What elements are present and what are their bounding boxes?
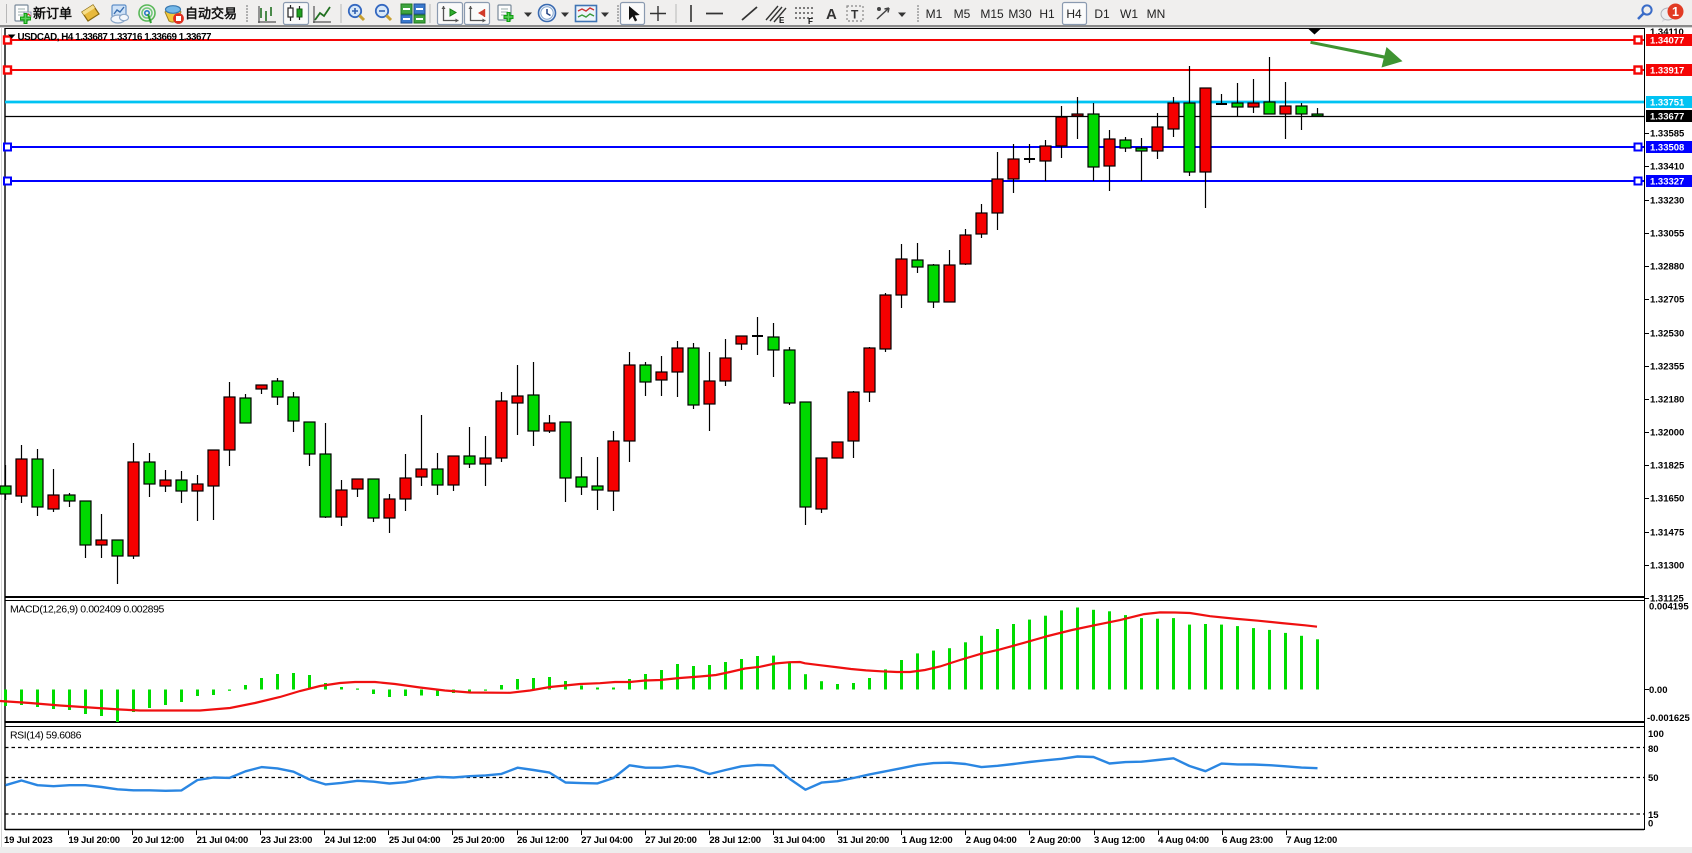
svg-text:25 Jul 20:00: 25 Jul 20:00 [453, 835, 504, 846]
svg-text:1.33585: 1.33585 [1650, 128, 1685, 139]
svg-text:27 Jul 20:00: 27 Jul 20:00 [645, 835, 696, 846]
svg-text:6 Aug 23:00: 6 Aug 23:00 [1222, 835, 1273, 846]
svg-text:USDCAD, H4 1.33687 1.33716 1.: USDCAD, H4 1.33687 1.33716 1.33669 1.336… [18, 32, 213, 43]
svg-text:2 Aug 20:00: 2 Aug 20:00 [1030, 835, 1081, 846]
svg-text:1.33410: 1.33410 [1650, 161, 1684, 172]
svg-text:20 Jul 12:00: 20 Jul 12:00 [133, 835, 184, 846]
svg-text:D1: D1 [1094, 7, 1110, 21]
svg-text:1.31125: 1.31125 [1650, 593, 1685, 604]
svg-text:1.32355: 1.32355 [1650, 361, 1685, 372]
svg-text:自动交易: 自动交易 [185, 6, 237, 21]
svg-text:1.33917: 1.33917 [1650, 65, 1684, 76]
svg-text:RSI(14) 59.6086: RSI(14) 59.6086 [10, 730, 82, 742]
svg-text:1: 1 [1672, 5, 1679, 19]
svg-text:80: 80 [1648, 744, 1659, 755]
svg-text:MN: MN [1147, 7, 1166, 21]
svg-text:27 Jul 04:00: 27 Jul 04:00 [581, 835, 632, 846]
svg-text:1.34110: 1.34110 [1650, 27, 1684, 38]
svg-text:19 Jul 2023: 19 Jul 2023 [4, 835, 53, 846]
svg-text:4 Aug 04:00: 4 Aug 04:00 [1158, 835, 1209, 846]
svg-text:1.33751: 1.33751 [1650, 97, 1685, 108]
svg-text:M15: M15 [980, 7, 1004, 21]
svg-text:1.33230: 1.33230 [1650, 195, 1684, 206]
svg-text:2 Aug 04:00: 2 Aug 04:00 [966, 835, 1017, 846]
svg-text:1.31825: 1.31825 [1650, 460, 1685, 471]
svg-text:1.32000: 1.32000 [1650, 427, 1684, 438]
svg-text:3 Aug 12:00: 3 Aug 12:00 [1094, 835, 1145, 846]
svg-text:28 Jul 12:00: 28 Jul 12:00 [709, 835, 760, 846]
svg-text:1.32705: 1.32705 [1650, 294, 1685, 305]
svg-text:H1: H1 [1039, 7, 1055, 21]
svg-text:M1: M1 [926, 7, 943, 21]
svg-text:24 Jul 12:00: 24 Jul 12:00 [325, 835, 376, 846]
svg-text:100: 100 [1648, 729, 1664, 740]
svg-text:1 Aug 12:00: 1 Aug 12:00 [902, 835, 953, 846]
svg-text:1.34077: 1.34077 [1650, 35, 1684, 46]
svg-text:1.31475: 1.31475 [1650, 527, 1685, 538]
svg-text:31 Jul 04:00: 31 Jul 04:00 [774, 835, 825, 846]
svg-text:新订单: 新订单 [33, 6, 72, 21]
svg-text:1.32530: 1.32530 [1650, 328, 1684, 339]
svg-text:1.33677: 1.33677 [1650, 111, 1684, 122]
svg-text:1.31650: 1.31650 [1650, 493, 1684, 504]
svg-text:A: A [826, 6, 837, 23]
svg-text:0: 0 [1648, 819, 1653, 830]
svg-text:1.33055: 1.33055 [1650, 228, 1685, 239]
svg-text:26 Jul 12:00: 26 Jul 12:00 [517, 835, 568, 846]
svg-text:50: 50 [1648, 773, 1659, 784]
svg-text:1.31300: 1.31300 [1650, 560, 1684, 571]
svg-text:25 Jul 04:00: 25 Jul 04:00 [389, 835, 440, 846]
svg-text:F: F [808, 17, 813, 26]
svg-text:7 Aug 12:00: 7 Aug 12:00 [1286, 835, 1337, 846]
svg-text:31 Jul 20:00: 31 Jul 20:00 [838, 835, 889, 846]
svg-text:W1: W1 [1120, 7, 1138, 21]
svg-text:E: E [779, 16, 785, 25]
svg-text:21 Jul 04:00: 21 Jul 04:00 [197, 835, 248, 846]
svg-text:1.32880: 1.32880 [1650, 261, 1684, 272]
svg-text:MACD(12,26,9) 0.002409 0.00289: MACD(12,26,9) 0.002409 0.002895 [10, 604, 165, 616]
svg-text:19 Jul 20:00: 19 Jul 20:00 [68, 835, 119, 846]
svg-text:1.33327: 1.33327 [1650, 176, 1684, 187]
svg-text:0.00: 0.00 [1649, 685, 1668, 696]
svg-text:T: T [851, 8, 859, 22]
svg-text:1.32180: 1.32180 [1650, 394, 1684, 405]
svg-text:23 Jul 23:00: 23 Jul 23:00 [261, 835, 312, 846]
svg-text:H4: H4 [1066, 7, 1082, 21]
svg-text:1.33508: 1.33508 [1650, 142, 1684, 153]
svg-text:0.004195: 0.004195 [1649, 602, 1689, 613]
svg-text:-0.001625: -0.001625 [1647, 713, 1691, 724]
svg-text:M5: M5 [954, 7, 971, 21]
svg-text:15: 15 [1648, 810, 1659, 821]
svg-text:M30: M30 [1008, 7, 1032, 21]
